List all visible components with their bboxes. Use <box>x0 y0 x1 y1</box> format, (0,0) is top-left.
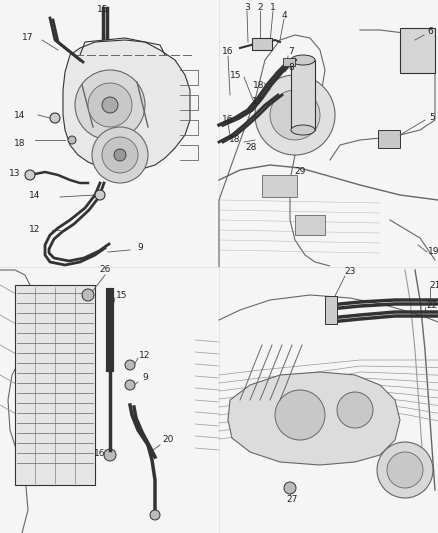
Text: 13: 13 <box>9 168 21 177</box>
Polygon shape <box>63 40 190 170</box>
Bar <box>400 28 435 73</box>
Text: 27: 27 <box>286 496 298 505</box>
Bar <box>219 0 438 267</box>
Text: 15: 15 <box>116 290 128 300</box>
Circle shape <box>255 75 335 155</box>
Bar <box>219 267 438 533</box>
Text: 16: 16 <box>94 448 106 457</box>
Text: 9: 9 <box>137 244 143 253</box>
Circle shape <box>88 83 132 127</box>
Text: 15: 15 <box>230 70 242 79</box>
Circle shape <box>125 380 135 390</box>
Text: 20: 20 <box>162 435 174 445</box>
Ellipse shape <box>291 125 315 135</box>
Text: 21: 21 <box>429 280 438 289</box>
Circle shape <box>102 137 138 173</box>
Circle shape <box>25 170 35 180</box>
Text: 19: 19 <box>428 247 438 256</box>
Text: 17: 17 <box>252 98 264 107</box>
Text: 8: 8 <box>288 62 294 71</box>
Text: 16: 16 <box>222 116 234 125</box>
Bar <box>0 0 219 267</box>
Circle shape <box>275 390 325 440</box>
Bar <box>295 215 325 235</box>
Text: 14: 14 <box>14 110 26 119</box>
Bar <box>252 38 272 50</box>
Text: 2: 2 <box>257 3 263 12</box>
Bar <box>283 58 295 66</box>
Text: 1: 1 <box>270 3 276 12</box>
Text: 23: 23 <box>344 268 356 277</box>
Text: 29: 29 <box>294 167 306 176</box>
Circle shape <box>75 70 145 140</box>
Text: 12: 12 <box>29 225 41 235</box>
Circle shape <box>150 510 160 520</box>
Text: 4: 4 <box>281 11 287 20</box>
Text: 18: 18 <box>14 139 26 148</box>
Circle shape <box>125 360 135 370</box>
Text: 7: 7 <box>288 47 294 56</box>
Circle shape <box>92 127 148 183</box>
Text: 15: 15 <box>97 5 109 14</box>
Text: 18: 18 <box>229 135 241 144</box>
Text: 28: 28 <box>245 143 257 152</box>
Circle shape <box>337 392 373 428</box>
Text: 22: 22 <box>426 301 438 310</box>
Bar <box>378 130 400 148</box>
Circle shape <box>104 449 116 461</box>
Circle shape <box>114 149 126 161</box>
Text: 26: 26 <box>99 265 111 274</box>
Bar <box>15 285 95 485</box>
Circle shape <box>377 442 433 498</box>
Circle shape <box>102 97 118 113</box>
Text: 16: 16 <box>222 47 234 56</box>
Polygon shape <box>228 372 400 465</box>
Text: 3: 3 <box>244 3 250 12</box>
Circle shape <box>284 482 296 494</box>
Circle shape <box>95 190 105 200</box>
Ellipse shape <box>291 55 315 65</box>
Text: 9: 9 <box>142 374 148 383</box>
Bar <box>291 60 315 130</box>
Circle shape <box>270 90 320 140</box>
Text: 17: 17 <box>22 34 34 43</box>
Circle shape <box>82 289 94 301</box>
Text: 6: 6 <box>427 28 433 36</box>
Bar <box>262 175 297 197</box>
Text: 5: 5 <box>429 114 435 123</box>
Circle shape <box>50 113 60 123</box>
Text: 18: 18 <box>253 80 265 90</box>
Circle shape <box>387 452 423 488</box>
Bar <box>0 267 219 533</box>
Text: 14: 14 <box>29 191 41 200</box>
Bar <box>325 296 337 324</box>
Text: 12: 12 <box>139 351 151 359</box>
Circle shape <box>68 136 76 144</box>
